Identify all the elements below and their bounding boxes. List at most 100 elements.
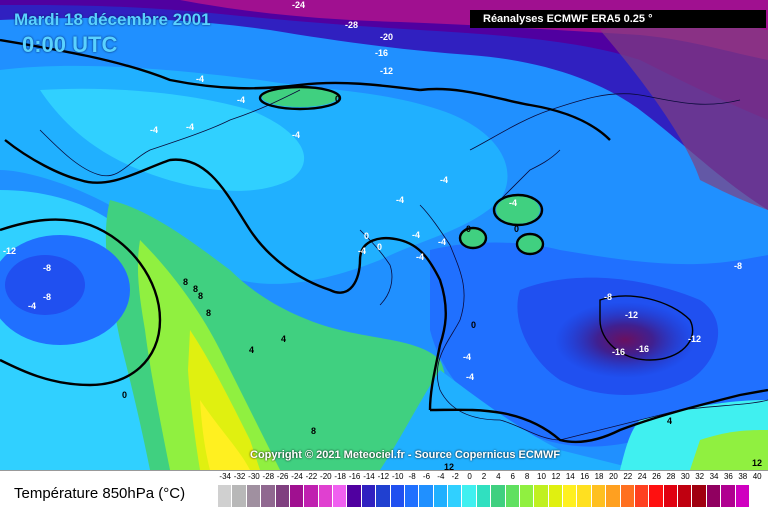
contour-label: -24	[292, 0, 305, 10]
contour-label: -4	[358, 246, 366, 256]
legend-tick-label: -18	[334, 472, 346, 481]
legend-tick-label: 40	[752, 472, 762, 481]
contour-label: -8	[43, 263, 51, 273]
legend-swatch	[505, 485, 520, 507]
legend-swatch	[289, 485, 305, 507]
legend-swatch	[663, 485, 678, 507]
legend-swatch	[649, 485, 664, 507]
contour-label: -4	[28, 301, 36, 311]
legend-tick-label: -10	[391, 472, 404, 481]
legend-swatch	[304, 485, 319, 507]
legend-tick-label: 24	[637, 472, 647, 481]
legend-tick-label: 0	[467, 472, 472, 481]
legend-swatch	[246, 485, 262, 507]
contour-label: -8	[43, 292, 51, 302]
legend-tick-label: 30	[680, 472, 690, 481]
field-patch-baltic	[496, 196, 540, 224]
legend-swatch	[419, 485, 434, 507]
contour-label: 4	[667, 416, 672, 426]
contour-label: -16	[375, 48, 388, 58]
field-cold-band	[0, 0, 768, 210]
legend-tick-label: -4	[437, 472, 445, 481]
legend-swatch	[491, 485, 506, 507]
contour-label: -4	[509, 198, 517, 208]
contour-label: -4	[440, 175, 448, 185]
field-patch-denmark	[461, 228, 485, 248]
legend-swatch	[678, 485, 693, 507]
legend-swatch	[232, 485, 247, 507]
legend-swatch	[534, 485, 549, 507]
contour-label: -16	[612, 347, 625, 357]
legend-swatch	[462, 485, 477, 507]
contour-label: 0	[471, 320, 476, 330]
isotherms	[0, 38, 768, 444]
contour-label: -4	[412, 230, 420, 240]
contour-label: -12	[380, 66, 393, 76]
legend-tick-label: 6	[510, 472, 515, 481]
field-patch-poland	[518, 234, 542, 254]
legend-tick-label: -26	[276, 472, 289, 481]
legend-swatch	[318, 485, 333, 507]
legend-tick-label: -2	[451, 472, 459, 481]
field-hot-spot	[200, 400, 250, 470]
legend-tick-label: 32	[695, 472, 705, 481]
contour-label: 12	[752, 458, 762, 468]
legend-swatch	[519, 485, 535, 507]
contour-label: -4	[416, 252, 424, 262]
color-legend: Température 850hPa (°C) -34 -32 -30 -28 -26-…	[0, 470, 768, 513]
legend-tick-label: -24	[291, 472, 303, 481]
legend-tick-label: 16	[580, 472, 590, 481]
legend-tick-label: 12	[551, 472, 561, 481]
legend-tick-label: -30	[248, 472, 260, 481]
contour-label: -16	[636, 344, 649, 354]
legend-swatch	[591, 485, 607, 507]
legend-swatch	[333, 485, 348, 507]
contour-label: 8	[198, 291, 203, 301]
field-patch-north	[262, 87, 338, 107]
contour-label: -12	[3, 246, 16, 256]
contour-label: -20	[380, 32, 393, 42]
legend-color-bar	[218, 485, 750, 507]
field-west-low-core	[5, 255, 85, 315]
contour-label: 0	[335, 94, 340, 104]
field-siberia	[600, 22, 768, 210]
legend-swatch	[620, 485, 635, 507]
legend-swatch	[692, 485, 707, 507]
legend-swatch	[390, 485, 405, 507]
contour-label: 0	[514, 224, 519, 234]
legend-swatch	[218, 485, 233, 507]
legend-tick-labels: -34 -32 -30 -28 -26 -24 -22 -20 -18 -16 -14 -12 -10-…	[218, 472, 761, 484]
field-greenland-sea	[40, 88, 305, 191]
contour-label: 0	[364, 231, 369, 241]
contour-label: 12	[444, 462, 454, 470]
field-med	[380, 370, 640, 470]
contour-label: 8	[311, 426, 316, 436]
source-label: Réanalyses ECMWF ERA5 0.25 °	[470, 10, 766, 28]
contour-label: 8	[206, 308, 211, 318]
isotherms-thin	[599, 295, 694, 361]
legend-tick-label: 38	[738, 472, 748, 481]
contour-label: -4	[292, 130, 300, 140]
field-warm-tongue	[137, 240, 280, 470]
contour-label: 0	[122, 390, 127, 400]
contour-label: -4	[438, 237, 446, 247]
legend-tick-label: 22	[623, 472, 633, 481]
legend-swatch	[448, 485, 463, 507]
contour-label: -4	[463, 352, 471, 362]
legend-title: Température 850hPa (°C)	[14, 485, 186, 502]
legend-swatch	[706, 485, 722, 507]
legend-swatch	[548, 485, 563, 507]
contour-label: -8	[734, 261, 742, 271]
contour-label: -4	[150, 125, 158, 135]
legend-tick-label: 4	[496, 472, 501, 481]
legend-swatch	[404, 485, 420, 507]
contour-label: -4	[186, 122, 194, 132]
contour-label: -4	[237, 95, 245, 105]
legend-tick-label: -16	[348, 472, 361, 481]
legend-tick-label: 10	[537, 472, 546, 481]
legend-tick-label: -34	[219, 472, 231, 481]
contour-label: 0	[377, 242, 382, 252]
field-levant	[690, 430, 768, 470]
legend-swatch	[634, 485, 650, 507]
legend-swatch	[577, 485, 592, 507]
